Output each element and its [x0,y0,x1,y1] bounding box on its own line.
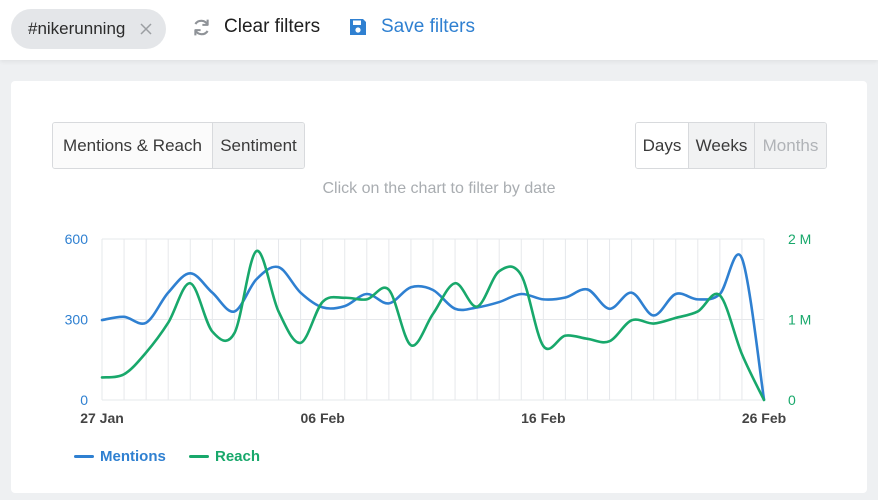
x-axis-tick-label: 26 Feb [742,410,786,426]
right-axis-tick-label: 2 M [788,231,811,247]
hashtag-filter-chip[interactable]: #nikerunning [11,9,166,49]
period-tab-group: Days Weeks Months [635,122,827,169]
x-axis-tick-label: 06 Feb [300,410,344,426]
right-axis-tick-label: 1 M [788,312,811,328]
legend-mentions-label: Mentions [100,448,166,465]
mentions-swatch [74,455,94,458]
legend-reach[interactable]: Reach [189,448,260,465]
chart-hint: Click on the chart to filter by date [322,180,556,197]
metric-tab-group: Mentions & Reach Sentiment [52,122,305,169]
save-filters-button[interactable]: Save filters [348,16,475,38]
left-axis-tick-label: 300 [65,312,89,328]
period-weeks[interactable]: Weeks [688,123,754,168]
close-icon[interactable] [138,21,154,37]
save-filters-label: Save filters [381,16,475,37]
x-axis-tick-label: 16 Feb [521,410,565,426]
tab-mentions-reach[interactable]: Mentions & Reach [53,123,212,168]
filter-bar: #nikerunning Clear filters Save filters [0,0,878,60]
clear-filters-button[interactable]: Clear filters [191,16,320,38]
reach-swatch [189,455,209,458]
reach-series-line [100,249,766,402]
tab-sentiment[interactable]: Sentiment [212,123,304,168]
legend-reach-label: Reach [215,448,261,465]
left-axis-tick-label: 0 [80,392,88,408]
period-months[interactable]: Months [754,123,826,168]
floppy-disk-icon [350,19,366,35]
clear-filters-label: Clear filters [224,16,321,37]
legend-mentions[interactable]: Mentions [74,448,166,465]
right-axis-tick-label: 0 [788,392,796,408]
chip-label: #nikerunning [28,19,126,38]
mentions-reach-chart[interactable]: 0 300 600 0 1 M 2 M 27 Jan 06 Feb 16 Feb 26 Feb [11,81,867,493]
period-days[interactable]: Days [636,123,688,168]
x-axis-tick-label: 27 Jan [80,410,124,426]
mentions-series-line [100,253,766,401]
left-axis-tick-label: 600 [65,231,89,247]
chart-card: Mentions & Reach Sentiment Days Weeks Mo… [11,81,867,493]
refresh-icon [194,19,209,35]
